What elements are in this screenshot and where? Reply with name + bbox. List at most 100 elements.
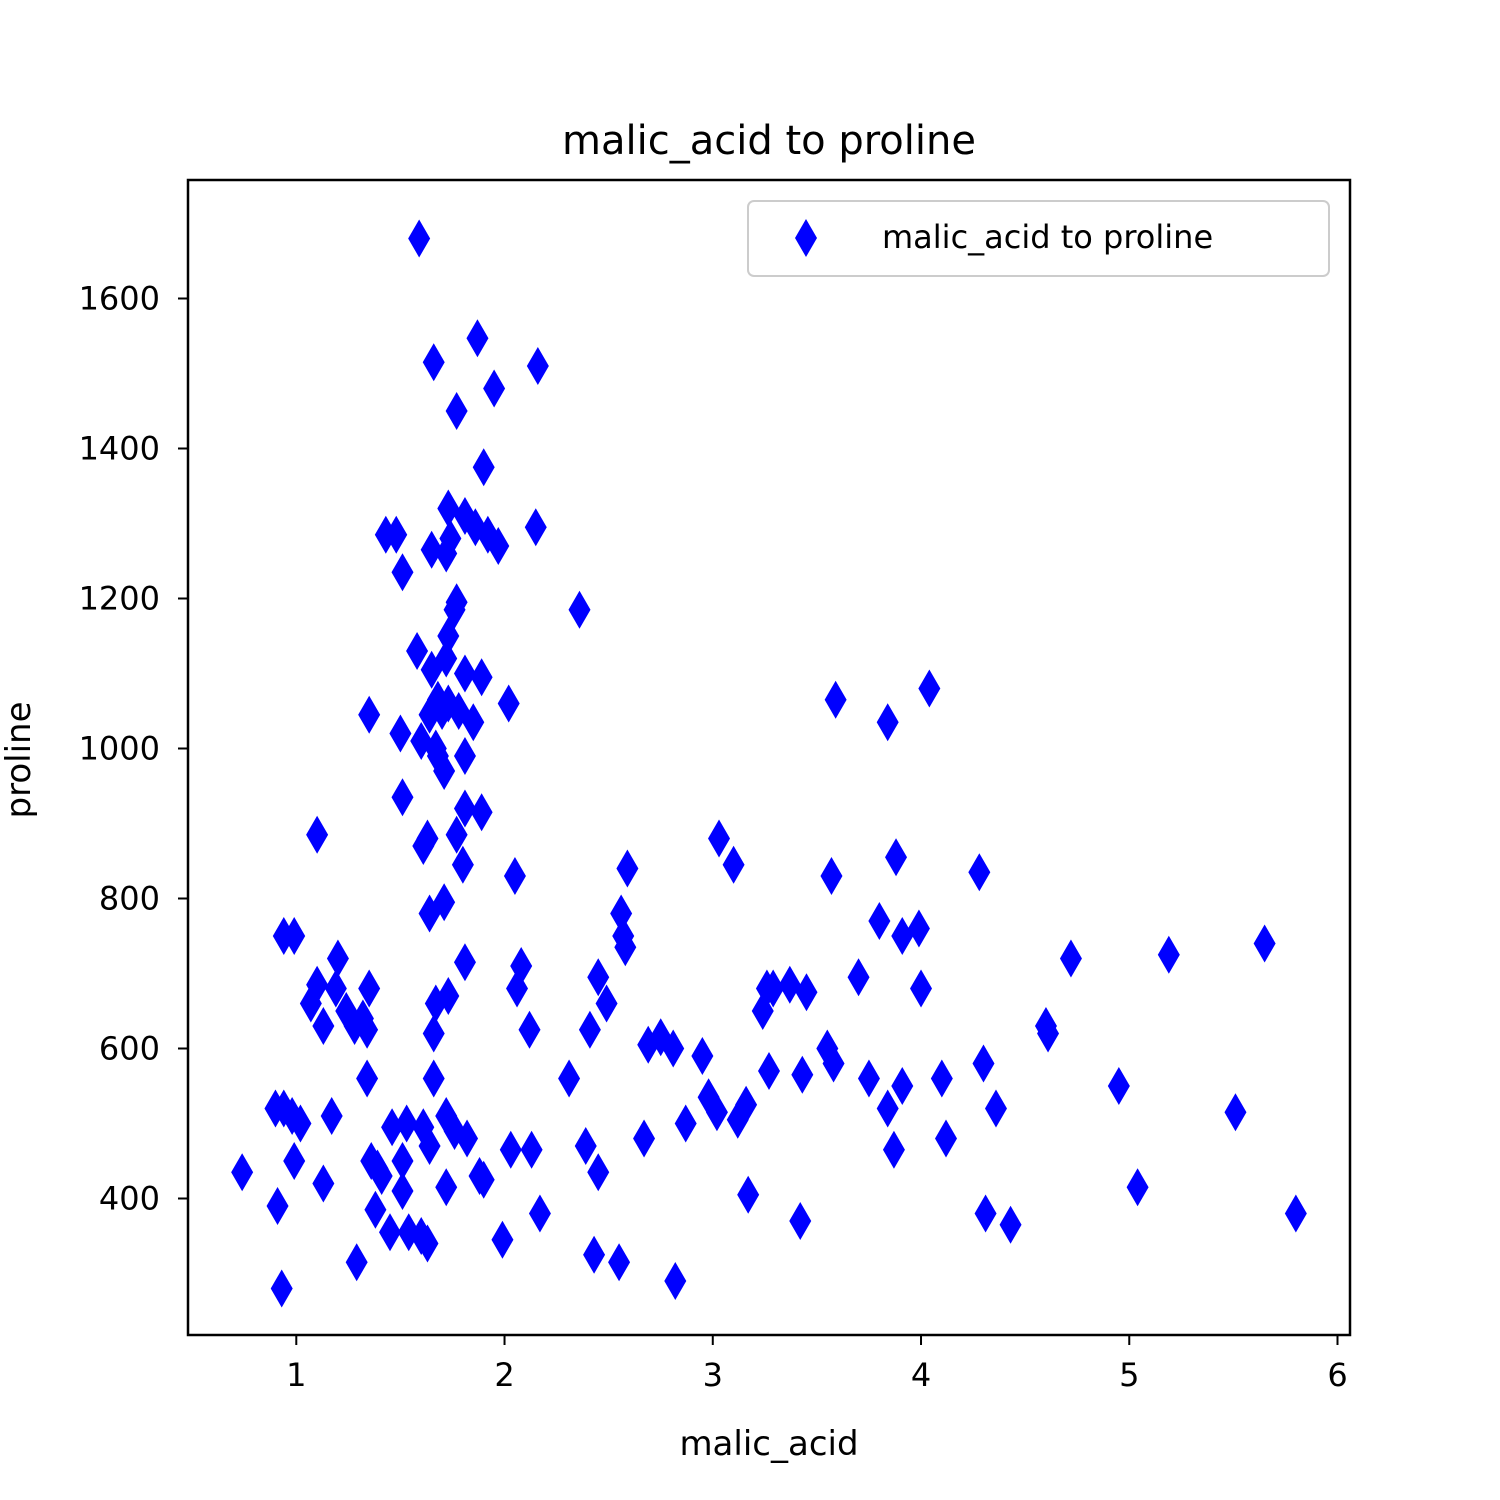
data-point <box>574 1127 597 1165</box>
data-point <box>587 958 610 997</box>
data-point <box>391 553 414 592</box>
data-point <box>283 917 306 955</box>
data-point <box>506 969 529 1008</box>
data-point <box>356 1010 379 1049</box>
data-point <box>378 1213 401 1252</box>
data-point <box>520 1130 543 1169</box>
data-point <box>664 1262 687 1300</box>
legend-label: malic_acid to proline <box>882 218 1213 256</box>
data-point <box>558 1059 581 1098</box>
data-point <box>306 815 329 854</box>
y-tick-label: 1000 <box>79 730 160 768</box>
data-point <box>422 1059 445 1098</box>
data-point <box>930 1059 953 1098</box>
data-point <box>568 590 591 629</box>
data-point <box>326 939 349 978</box>
data-point <box>526 347 549 385</box>
data-point <box>312 1007 335 1045</box>
data-point <box>633 1119 656 1158</box>
data-point <box>968 853 991 892</box>
data-point <box>435 1168 458 1207</box>
data-point <box>437 489 460 528</box>
data-point <box>583 1235 606 1274</box>
x-tick-label: 6 <box>1327 1356 1347 1394</box>
data-point <box>1037 1014 1060 1053</box>
data-point <box>974 1194 997 1233</box>
data-point <box>758 1052 780 1090</box>
data-point <box>324 969 347 1008</box>
plot-points <box>231 219 1307 1308</box>
data-point <box>791 1055 814 1094</box>
data-point <box>437 977 460 1015</box>
data-point <box>391 778 414 817</box>
data-point <box>1126 1168 1149 1207</box>
data-point <box>918 669 941 708</box>
data-point <box>847 958 870 997</box>
data-point <box>420 530 443 569</box>
data-point <box>722 845 745 884</box>
data-point <box>416 1224 439 1263</box>
data-point <box>972 1044 995 1083</box>
data-point <box>708 819 731 858</box>
x-tick-label: 4 <box>911 1356 931 1394</box>
data-point <box>1107 1067 1130 1105</box>
data-point <box>391 1142 414 1180</box>
data-point <box>462 703 485 742</box>
data-point <box>876 703 899 742</box>
x-axis-label: malic_acid <box>679 1424 858 1464</box>
data-point <box>528 1194 551 1233</box>
data-point <box>456 1119 479 1158</box>
data-point <box>595 984 618 1023</box>
data-point <box>422 343 445 382</box>
data-point <box>345 1243 368 1282</box>
data-point <box>356 1059 379 1098</box>
data-point <box>412 827 435 865</box>
data-point <box>891 1067 914 1105</box>
x-tick-label: 1 <box>286 1356 306 1394</box>
data-point <box>1284 1194 1307 1233</box>
data-point <box>433 883 456 922</box>
data-point <box>433 752 456 790</box>
data-point <box>358 695 381 734</box>
data-point <box>389 714 412 753</box>
data-point <box>499 1130 522 1169</box>
data-point <box>391 1172 414 1210</box>
data-point <box>735 1085 758 1124</box>
data-point <box>453 737 476 775</box>
data-point <box>885 838 908 877</box>
x-axis-ticks: 1 2 3 4 5 6 <box>286 1335 1348 1394</box>
plot-frame <box>186 178 1352 1337</box>
data-point <box>1253 924 1276 963</box>
data-point <box>608 1243 631 1282</box>
data-point <box>907 909 930 948</box>
data-point <box>445 815 468 854</box>
data-point <box>422 1014 445 1053</box>
data-point <box>453 654 476 693</box>
data-point <box>283 1142 306 1180</box>
data-point <box>824 680 847 719</box>
data-point <box>381 1108 404 1147</box>
x-tick-label: 5 <box>1119 1356 1139 1394</box>
data-point <box>364 1190 387 1229</box>
data-point <box>503 857 526 895</box>
data-point <box>935 1119 958 1158</box>
data-point <box>789 1202 812 1240</box>
data-point <box>762 969 785 1008</box>
data-point <box>524 508 547 547</box>
data-point <box>451 845 474 884</box>
y-tick-label: 1400 <box>79 430 160 468</box>
data-point <box>1157 935 1180 974</box>
data-point <box>266 1187 289 1225</box>
data-point <box>483 369 506 408</box>
data-point <box>820 857 843 895</box>
data-point <box>270 1269 293 1308</box>
data-point <box>408 219 431 258</box>
data-point <box>691 1037 714 1075</box>
data-point <box>231 1153 254 1192</box>
data-point <box>418 695 441 734</box>
data-point <box>312 1164 335 1203</box>
data-point <box>999 1205 1022 1244</box>
data-point <box>910 969 933 1008</box>
data-point <box>891 917 914 955</box>
